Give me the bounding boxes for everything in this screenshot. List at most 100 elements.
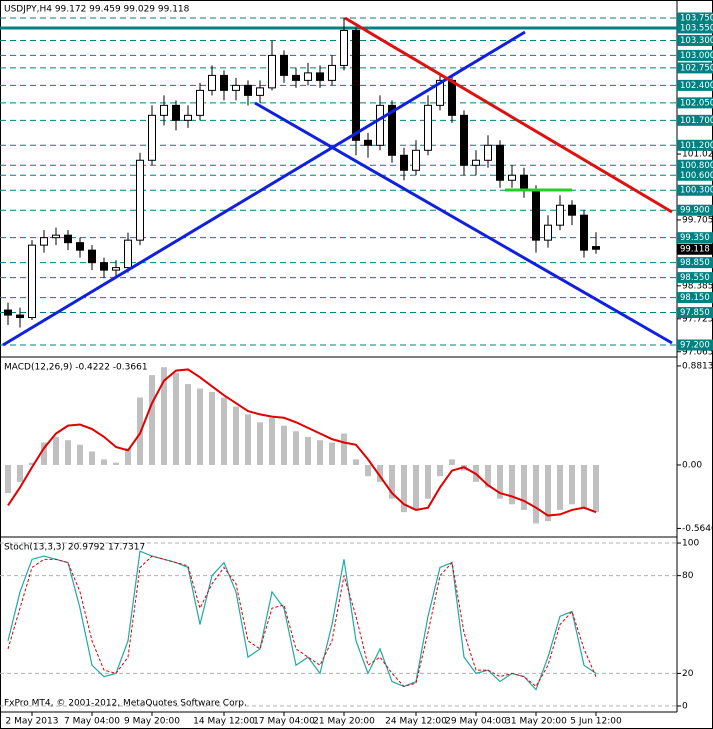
level-label: 97.850: [680, 308, 710, 318]
x-tick-label: 31 May 20:00: [505, 717, 567, 727]
macd-bar: [77, 444, 83, 465]
level-label-box: [677, 139, 713, 151]
candle-body: [124, 239, 132, 269]
y-tick-label: 80: [682, 571, 694, 581]
macd-signal: [7, 368, 597, 517]
candle-body: [292, 74, 300, 81]
macd-bar: [185, 384, 191, 465]
macd-bar: [341, 433, 347, 465]
candle-body: [220, 74, 228, 91]
macd-bar: [233, 406, 239, 465]
level-label: 102.750: [680, 63, 713, 73]
macd-bar: [449, 459, 455, 465]
level-label: 99.350: [680, 233, 710, 243]
level-label-box: [677, 49, 713, 61]
trend-line: [2, 30, 526, 347]
macd-bar: [557, 464, 563, 510]
y-tick-label: 20: [682, 669, 694, 679]
chart-title: USDJPY,H4 99.172 99.459 99.029 99.118: [4, 5, 190, 15]
macd-bar: [281, 425, 287, 465]
level-label-box: [677, 79, 713, 91]
level-label: 101.200: [680, 141, 713, 151]
x-tick-label: 7 May 04:00: [64, 717, 120, 727]
candle-body: [580, 214, 588, 251]
candle-body: [340, 29, 348, 66]
level-label: 98.150: [680, 293, 710, 303]
y-tick-label: 100: [682, 539, 699, 549]
candle-body: [592, 246, 600, 250]
candle-body: [16, 314, 24, 319]
plot: [0, 17, 677, 707]
candle-body: [508, 174, 516, 181]
macd-bar: [569, 464, 575, 505]
level-label: 102.400: [680, 81, 713, 91]
level-label: 103.750: [680, 13, 713, 23]
level-label: 99.900: [680, 206, 710, 216]
level-label-box: [677, 114, 713, 126]
macd-bar: [533, 464, 539, 524]
macd-bar: [161, 367, 167, 465]
level-label: 102.050: [680, 98, 713, 108]
stoch-signal: [7, 555, 597, 688]
macd-bar: [29, 462, 35, 465]
macd-bar: [497, 464, 503, 499]
candle-body: [400, 154, 408, 171]
level-label: 101.700: [680, 116, 713, 126]
candle-body: [184, 114, 192, 121]
last-price-label: 99.118: [680, 245, 710, 255]
macd-bar: [89, 451, 95, 465]
macd-bar: [581, 464, 587, 508]
macd-bar: [593, 464, 599, 513]
macd-bar: [365, 464, 371, 477]
x-tick-label: 29 May 04:00: [445, 717, 507, 727]
level-label-box: [677, 272, 713, 284]
x-tick-label: 2 May 2013: [6, 717, 59, 727]
candle-body: [244, 84, 252, 96]
candle-body: [424, 104, 432, 151]
candle-body: [148, 114, 156, 161]
candle-body: [52, 234, 60, 239]
candle-body: [364, 139, 372, 146]
level-label-box: [677, 184, 713, 196]
candle-body: [28, 244, 36, 319]
y-tick-label: 97.725: [682, 314, 713, 324]
x-tick-label: 5 Jun 12:00: [570, 717, 622, 727]
candle-body: [4, 309, 12, 316]
candle-body: [232, 84, 240, 91]
candle-body: [136, 159, 144, 241]
y-tick-label: -0.5646: [682, 524, 713, 534]
candle-body: [88, 249, 96, 264]
macd-bar: [209, 391, 215, 465]
stoch-title: Stoch(13,3,3) 20.9792 17.7317: [4, 543, 145, 553]
macd-bar: [149, 375, 155, 465]
level-label-box: [677, 257, 713, 269]
level-label: 103.550: [680, 23, 713, 33]
candle-body: [268, 54, 276, 89]
candle-body: [436, 79, 444, 106]
macd-bar: [413, 464, 419, 510]
macd-bar: [41, 442, 47, 465]
macd-bar: [437, 464, 443, 477]
candle-body: [304, 72, 312, 81]
y-tick-label: 0.00: [682, 460, 702, 470]
macd-bar: [293, 431, 299, 465]
candle-body: [256, 87, 264, 96]
candle-body: [496, 144, 504, 181]
level-label-box: [677, 159, 713, 171]
level-label: 103.300: [680, 36, 713, 46]
y-tick-label: 98.385: [682, 281, 713, 291]
level-label-box: [677, 169, 713, 181]
macd-bar: [197, 388, 203, 465]
x-tick-label: 21 May 20:00: [313, 717, 375, 727]
macd-bar: [425, 464, 431, 499]
candle-body: [484, 144, 492, 161]
level-label: 98.550: [680, 273, 710, 283]
candle-body: [352, 29, 360, 141]
macd-bar: [125, 448, 131, 465]
macd-title: MACD(12,26,9) -0.4222 -0.3661: [4, 363, 148, 373]
y-tick-label: 0: [682, 701, 688, 711]
level-label-box: [677, 204, 713, 216]
level-label-box: [677, 62, 713, 74]
x-tick-label: 17 May 04:00: [253, 717, 315, 727]
